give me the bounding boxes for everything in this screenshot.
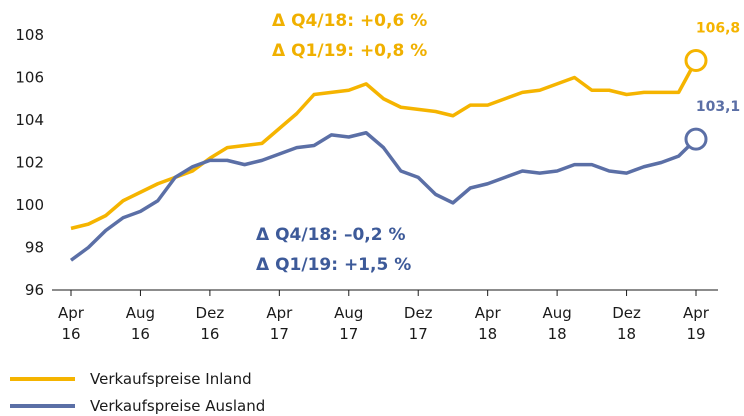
y-tick-label: 100 bbox=[15, 196, 44, 214]
annotation: Δ Q4/18: –0,2 % bbox=[256, 225, 406, 245]
x-tick-label: Aug 18 bbox=[542, 304, 571, 343]
x-tick-label: Aug 17 bbox=[334, 304, 363, 343]
x-tick-label: Apr 18 bbox=[475, 304, 502, 343]
annotation: Δ Q1/19: +1,5 % bbox=[256, 255, 411, 275]
y-tick-label: 96 bbox=[25, 281, 44, 299]
y-tick-label: 106 bbox=[15, 69, 44, 87]
x-tick-label: Dez 16 bbox=[196, 304, 225, 343]
x-tick-label: Dez 18 bbox=[612, 304, 641, 343]
value-label: 106,8 bbox=[696, 21, 740, 37]
annotation: Δ Q1/19: +0,8 % bbox=[272, 41, 427, 61]
end-marker bbox=[684, 49, 708, 72]
y-tick-label: 98 bbox=[25, 239, 44, 257]
legend-label: Verkaufspreise Inland bbox=[90, 370, 252, 388]
annotation: Δ Q4/18: +0,6 % bbox=[272, 11, 427, 31]
x-tick-label: Dez 17 bbox=[404, 304, 433, 343]
legend-label: Verkaufspreise Ausland bbox=[90, 397, 265, 415]
y-tick-label: 104 bbox=[15, 111, 44, 129]
end-marker bbox=[684, 127, 708, 151]
x-tick-label: Aug 16 bbox=[126, 304, 155, 343]
series-line bbox=[70, 59, 698, 231]
y-tick-label: 108 bbox=[15, 26, 44, 44]
value-label: 103,1 bbox=[696, 99, 740, 115]
x-tick-label: Apr 16 bbox=[58, 304, 85, 343]
x-tick-label: Apr 17 bbox=[266, 304, 293, 343]
x-tick-label: Apr 19 bbox=[683, 304, 710, 343]
y-tick-label: 102 bbox=[15, 154, 44, 172]
series-line bbox=[69, 131, 698, 262]
